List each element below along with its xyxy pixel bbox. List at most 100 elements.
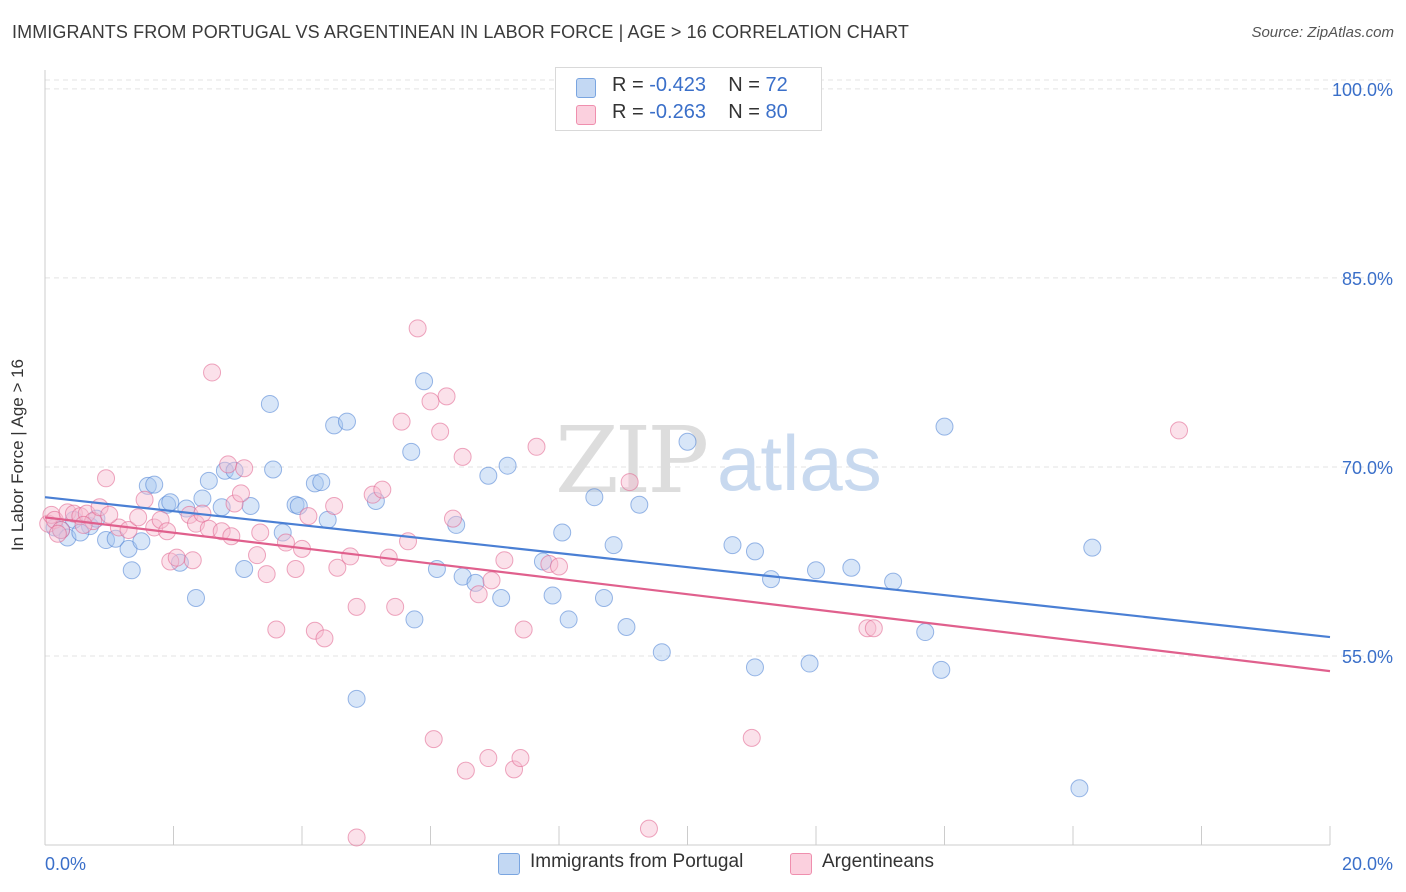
legend-label-argentineans: Argentineans xyxy=(822,851,934,872)
data-point xyxy=(514,620,533,639)
data-point xyxy=(347,597,366,616)
data-point xyxy=(122,561,141,580)
data-point xyxy=(495,551,514,570)
data-point xyxy=(469,585,488,604)
data-point xyxy=(620,473,639,492)
data-point xyxy=(225,494,244,513)
data-point xyxy=(505,760,524,779)
legend-label-portugal: Immigrants from Portugal xyxy=(530,851,744,872)
data-point xyxy=(299,507,318,526)
data-point xyxy=(402,442,421,461)
data-point xyxy=(559,610,578,629)
data-point xyxy=(742,728,761,747)
data-point xyxy=(186,589,205,608)
data-point xyxy=(916,623,935,642)
trend-line xyxy=(44,516,1331,673)
data-point xyxy=(932,660,951,679)
watermark-zip: ZIP xyxy=(555,407,706,514)
x-tick-label: 20.0% xyxy=(1342,854,1393,874)
data-point xyxy=(328,558,347,577)
data-point xyxy=(161,493,180,512)
data-point xyxy=(231,484,250,503)
data-point xyxy=(884,572,903,591)
data-point xyxy=(424,730,443,749)
data-point xyxy=(482,571,501,590)
data-point xyxy=(443,509,462,528)
stats-swatch-portugal xyxy=(576,78,596,98)
data-point xyxy=(135,490,154,509)
data-point xyxy=(745,658,764,677)
data-point xyxy=(325,497,344,516)
data-point xyxy=(337,412,356,431)
data-point xyxy=(453,447,472,466)
data-point xyxy=(132,532,151,551)
stats-r-label: R = xyxy=(612,74,644,96)
data-point xyxy=(248,546,267,565)
data-point xyxy=(315,629,334,648)
data-point xyxy=(594,589,613,608)
data-point xyxy=(347,828,366,847)
source-label: Source: ZipAtlas.com xyxy=(1251,24,1394,41)
trend-lines xyxy=(44,496,1331,673)
data-point xyxy=(129,508,148,527)
data-point xyxy=(241,497,260,516)
data-point xyxy=(498,456,517,475)
data-point xyxy=(527,437,546,456)
data-point xyxy=(408,319,427,338)
data-point xyxy=(347,689,366,708)
data-point xyxy=(800,654,819,673)
data-point xyxy=(286,560,305,579)
watermark: ZIP atlas xyxy=(555,407,882,514)
data-point xyxy=(363,485,382,504)
data-point xyxy=(543,586,562,605)
data-point xyxy=(492,589,511,608)
data-point xyxy=(415,372,434,391)
data-point xyxy=(151,510,170,529)
data-point xyxy=(723,536,742,555)
data-point xyxy=(421,392,440,411)
data-point xyxy=(212,522,231,541)
data-point xyxy=(858,619,877,638)
data-point xyxy=(639,819,658,838)
data-point xyxy=(807,561,825,580)
data-point xyxy=(145,475,164,494)
x-tick-label: 0.0% xyxy=(45,854,86,874)
tick-labels: 55.0% 70.0% 85.0% 100.0% 0.0% 20.0% xyxy=(45,80,1393,874)
series-argentineans-points xyxy=(39,319,1189,847)
data-point xyxy=(1083,538,1102,557)
data-point xyxy=(312,473,331,492)
data-point xyxy=(864,619,883,638)
data-point xyxy=(260,394,279,413)
data-point xyxy=(305,474,324,493)
data-point xyxy=(106,529,125,548)
data-point xyxy=(935,417,954,436)
stats-box: R = -0.423 N = 72 R = -0.263 N = 80 xyxy=(555,67,822,131)
data-point xyxy=(550,557,568,576)
stats-swatch-argentineans xyxy=(576,105,596,125)
data-point xyxy=(1170,421,1189,440)
trend-line xyxy=(44,496,1331,639)
data-point xyxy=(193,489,212,508)
data-point xyxy=(222,527,241,546)
data-point xyxy=(373,480,392,499)
data-point xyxy=(119,520,138,539)
data-point xyxy=(511,749,530,768)
chart-title: IMMIGRANTS FROM PORTUGAL VS ARGENTINEAN … xyxy=(12,22,909,42)
data-point xyxy=(405,610,424,629)
stats-n-value: 80 xyxy=(765,101,788,123)
data-point xyxy=(251,523,270,542)
data-point xyxy=(267,620,286,639)
data-point xyxy=(678,432,697,451)
legend-swatch-argentineans xyxy=(790,853,812,875)
data-point xyxy=(203,363,222,382)
stats-n-value: 72 xyxy=(765,74,788,96)
data-point xyxy=(276,533,295,552)
watermark-atlas: atlas xyxy=(717,419,882,507)
data-point xyxy=(48,524,67,543)
data-point xyxy=(341,547,360,566)
data-point xyxy=(652,643,671,662)
data-point xyxy=(456,761,475,780)
data-point xyxy=(842,558,861,577)
data-point xyxy=(762,570,781,589)
